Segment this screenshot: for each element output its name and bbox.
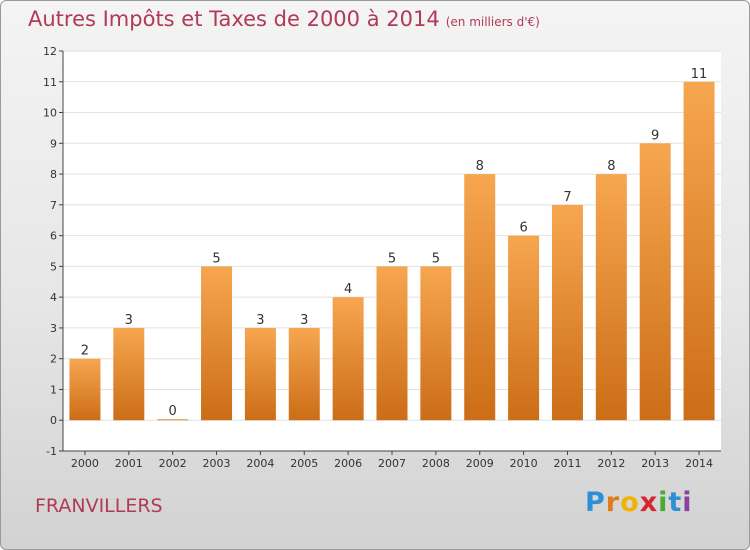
- bar: [332, 297, 364, 421]
- y-tick-label: 4: [50, 291, 57, 304]
- x-tick-label: 2003: [203, 457, 231, 470]
- bar: [639, 143, 671, 421]
- x-tick-label: 2010: [510, 457, 538, 470]
- chart-title-text: Autres Impôts et Taxes de 2000 à 2014: [28, 7, 440, 31]
- data-label: 5: [388, 251, 396, 266]
- x-tick-label: 2006: [334, 457, 362, 470]
- y-tick-label: 6: [50, 230, 57, 243]
- bar: [201, 266, 233, 421]
- data-label: 4: [344, 282, 352, 297]
- x-tick-label: 2012: [597, 457, 625, 470]
- x-tick-label: 2005: [290, 457, 318, 470]
- data-label: 6: [519, 221, 527, 236]
- data-label: 0: [169, 404, 177, 419]
- bar: [683, 81, 715, 421]
- x-tick-label: 2013: [641, 457, 669, 470]
- commune-name: FRANVILLERS: [35, 495, 163, 517]
- bar: [69, 358, 101, 421]
- bar: [551, 204, 583, 421]
- logo-letter: o: [620, 487, 640, 518]
- x-tick-label: 2000: [71, 457, 99, 470]
- y-tick-label: -1: [46, 445, 57, 458]
- data-label: 3: [256, 313, 264, 328]
- y-tick-label: 1: [50, 383, 57, 396]
- bar: [595, 174, 627, 421]
- data-label: 3: [300, 313, 308, 328]
- y-tick-label: 5: [50, 260, 57, 273]
- bar: [420, 266, 452, 421]
- data-label: 2: [81, 344, 89, 359]
- data-label: 8: [607, 159, 615, 174]
- bar: [244, 327, 276, 421]
- y-tick-label: 7: [50, 199, 57, 212]
- bar: [157, 419, 189, 421]
- bar: [508, 235, 540, 421]
- x-tick-label: 2007: [378, 457, 406, 470]
- data-label: 11: [691, 67, 708, 82]
- x-tick-label: 2008: [422, 457, 450, 470]
- logo-letter: i: [658, 487, 669, 518]
- logo-letter: x: [639, 487, 659, 518]
- x-tick-label: 2009: [466, 457, 494, 470]
- data-label: 8: [476, 159, 484, 174]
- y-tick-label: 11: [43, 76, 57, 89]
- proxiti-logo[interactable]: Proxiti: [585, 487, 693, 518]
- logo-letter: r: [605, 487, 621, 518]
- logo-letter: t: [668, 487, 683, 518]
- y-tick-label: 10: [43, 107, 57, 120]
- chart-unit-note: (en milliers d'€): [445, 15, 540, 29]
- data-label: 5: [432, 251, 440, 266]
- y-tick-label: 0: [50, 414, 57, 427]
- logo-letter: i: [682, 487, 693, 518]
- data-label: 5: [212, 251, 220, 266]
- bar: [288, 327, 320, 421]
- y-tick-label: 2: [50, 353, 57, 366]
- y-tick-label: 9: [50, 137, 57, 150]
- y-tick-label: 8: [50, 168, 57, 181]
- data-label: 3: [125, 313, 133, 328]
- x-tick-label: 2001: [115, 457, 143, 470]
- chart-title: Autres Impôts et Taxes de 2000 à 2014 (en…: [28, 7, 540, 31]
- bar: [113, 327, 145, 421]
- bar: [464, 174, 496, 421]
- x-tick-label: 2002: [159, 457, 187, 470]
- x-tick-label: 2014: [685, 457, 713, 470]
- x-tick-label: 2004: [246, 457, 274, 470]
- data-label: 9: [651, 128, 659, 143]
- data-label: 7: [563, 190, 571, 205]
- logo-letter: P: [585, 487, 606, 518]
- bar: [376, 266, 408, 421]
- y-tick-label: 12: [43, 45, 57, 58]
- y-tick-label: 3: [50, 322, 57, 335]
- x-tick-label: 2011: [553, 457, 581, 470]
